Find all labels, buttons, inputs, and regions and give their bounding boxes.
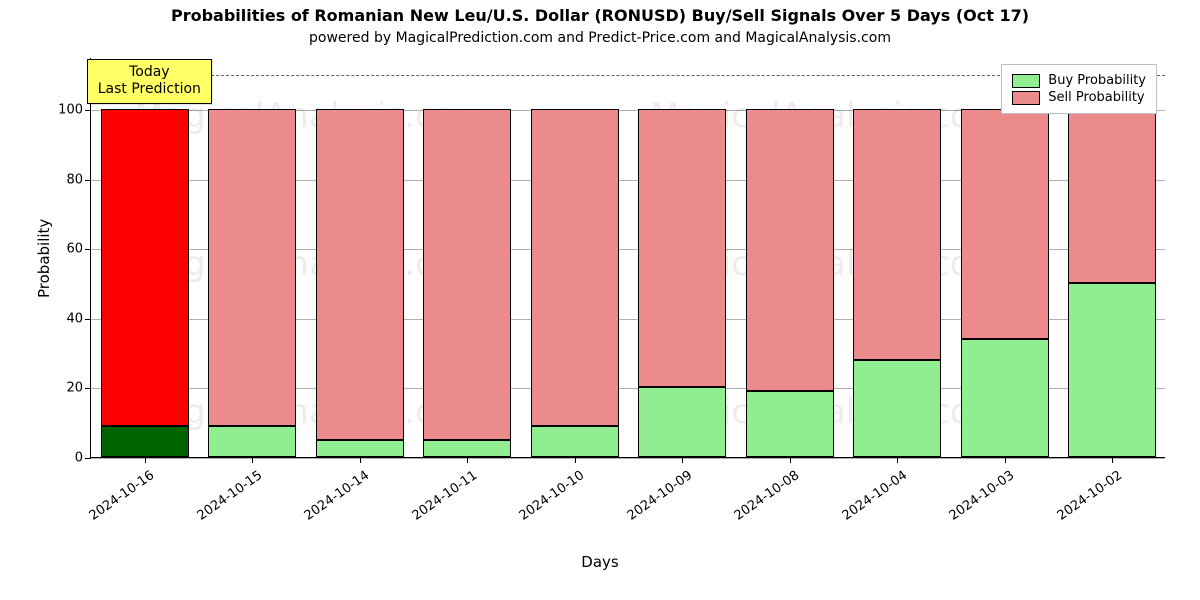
xtick-label: 2024-10-03: [947, 468, 1018, 524]
sell-bar: [853, 109, 941, 359]
xtick-label: 2024-10-11: [409, 468, 480, 524]
buy-bar: [101, 426, 189, 457]
xtick-label: 2024-10-14: [302, 468, 373, 524]
today-annotation-line2: Last Prediction: [98, 81, 201, 99]
buy-bar: [208, 426, 296, 457]
bar-group: [316, 57, 404, 457]
legend-swatch: [1012, 74, 1040, 88]
xtick-mark: [467, 457, 468, 463]
buy-bar: [1068, 283, 1156, 457]
xtick-label: 2024-10-04: [839, 468, 910, 524]
bar-group: [208, 57, 296, 457]
chart-subtitle: powered by MagicalPrediction.com and Pre…: [0, 30, 1200, 46]
buy-bar: [638, 387, 726, 457]
sell-bar: [208, 109, 296, 426]
xtick-label: 2024-10-02: [1054, 468, 1125, 524]
sell-bar: [531, 109, 619, 426]
bar-group: [101, 57, 189, 457]
sell-bar: [746, 109, 834, 391]
today-annotation-line1: Today: [98, 64, 201, 82]
xtick-mark: [575, 457, 576, 463]
sell-bar: [101, 109, 189, 426]
buy-bar: [853, 360, 941, 457]
sell-bar: [638, 109, 726, 387]
x-axis-label: Days: [0, 553, 1200, 571]
ytick-label: 0: [75, 451, 83, 466]
legend-label: Sell Probability: [1048, 90, 1144, 105]
xtick-mark: [682, 457, 683, 463]
xtick-mark: [1005, 457, 1006, 463]
legend: Buy Probability Sell Probability: [1001, 64, 1157, 114]
chart-title: Probabilities of Romanian New Leu/U.S. D…: [0, 6, 1200, 25]
plot-area: 020406080100MagicalAnalysis.comMagicalAn…: [90, 58, 1165, 458]
bar-group: [853, 57, 941, 457]
ytick-label: 20: [66, 381, 83, 396]
xtick-mark: [145, 457, 146, 463]
bar-group: [638, 57, 726, 457]
today-annotation: TodayLast Prediction: [87, 59, 212, 104]
sell-bar: [316, 109, 404, 439]
ytick-label: 40: [66, 311, 83, 326]
ytick-mark: [85, 249, 91, 250]
xtick-label: 2024-10-08: [732, 468, 803, 524]
ytick-label: 100: [58, 103, 83, 118]
bar-group: [423, 57, 511, 457]
xtick-label: 2024-10-16: [87, 468, 158, 524]
bar-group: [1068, 57, 1156, 457]
buy-bar: [316, 440, 404, 457]
buy-bar: [961, 339, 1049, 457]
buy-bar: [531, 426, 619, 457]
xtick-label: 2024-10-10: [517, 468, 588, 524]
bar-group: [746, 57, 834, 457]
ytick-mark: [85, 388, 91, 389]
legend-swatch: [1012, 91, 1040, 105]
y-axis-label: Probability: [35, 219, 53, 298]
bar-group: [961, 57, 1049, 457]
xtick-mark: [897, 457, 898, 463]
ytick-mark: [85, 110, 91, 111]
ytick-mark: [85, 180, 91, 181]
xtick-mark: [252, 457, 253, 463]
xtick-mark: [790, 457, 791, 463]
ytick-mark: [85, 319, 91, 320]
bar-group: [531, 57, 619, 457]
chart-container: Probabilities of Romanian New Leu/U.S. D…: [0, 0, 1200, 600]
legend-item: Buy Probability: [1012, 73, 1146, 88]
sell-bar: [423, 109, 511, 439]
legend-label: Buy Probability: [1048, 73, 1146, 88]
buy-bar: [746, 391, 834, 457]
ytick-label: 60: [66, 242, 83, 257]
xtick-label: 2024-10-09: [624, 468, 695, 524]
xtick-mark: [1112, 457, 1113, 463]
buy-bar: [423, 440, 511, 457]
sell-bar: [1068, 109, 1156, 283]
ytick-mark: [85, 458, 91, 459]
ytick-label: 80: [66, 172, 83, 187]
sell-bar: [961, 109, 1049, 339]
xtick-label: 2024-10-15: [194, 468, 265, 524]
legend-item: Sell Probability: [1012, 90, 1146, 105]
xtick-mark: [360, 457, 361, 463]
